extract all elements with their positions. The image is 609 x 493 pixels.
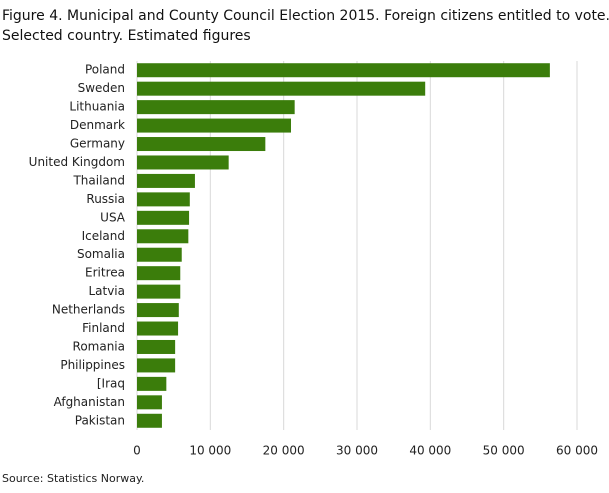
x-tick-label: 0 bbox=[133, 444, 141, 458]
x-tick-label: 40 000 bbox=[409, 444, 451, 458]
y-tick-label: Somalia bbox=[77, 247, 125, 261]
bar bbox=[137, 266, 181, 281]
bar bbox=[137, 284, 181, 299]
bar bbox=[137, 210, 190, 225]
y-tick-label: [Iraq bbox=[97, 376, 125, 390]
x-tick-label: 60 000 bbox=[556, 444, 598, 458]
bar bbox=[137, 137, 266, 152]
bar bbox=[137, 321, 179, 336]
y-tick-label: Lithuania bbox=[69, 100, 125, 114]
bar bbox=[137, 395, 162, 410]
bar bbox=[137, 376, 167, 391]
y-tick-label: Netherlands bbox=[52, 303, 125, 317]
x-tick-label: 10 000 bbox=[189, 444, 231, 458]
y-tick-label: Philippines bbox=[60, 358, 125, 372]
bar bbox=[137, 247, 182, 262]
bar bbox=[137, 413, 162, 428]
chart-title: Selected country. Estimated figures bbox=[2, 28, 251, 44]
y-tick-label: Afghanistan bbox=[54, 395, 125, 409]
y-tick-label: United Kingdom bbox=[29, 155, 125, 169]
y-tick-label: Romania bbox=[73, 339, 125, 353]
y-tick-label: Denmark bbox=[70, 118, 125, 132]
bar bbox=[137, 192, 190, 207]
bar bbox=[137, 100, 295, 115]
x-tick-label: 30 000 bbox=[336, 444, 378, 458]
bar bbox=[137, 155, 229, 170]
bar bbox=[137, 339, 176, 354]
y-tick-label: Germany bbox=[70, 137, 125, 151]
y-tick-label: Iceland bbox=[82, 229, 125, 243]
y-tick-label: Finland bbox=[82, 321, 125, 335]
bar bbox=[137, 229, 189, 244]
y-tick-label: Russia bbox=[86, 192, 125, 206]
y-tick-label: USA bbox=[100, 210, 126, 224]
bar bbox=[137, 81, 426, 96]
y-tick-label: Latvia bbox=[88, 284, 125, 298]
x-tick-label: 50 000 bbox=[483, 444, 525, 458]
bar bbox=[137, 63, 550, 78]
bar bbox=[137, 303, 179, 318]
x-tick-label: 20 000 bbox=[263, 444, 305, 458]
y-tick-label: Poland bbox=[85, 63, 125, 77]
y-tick-label: Eritrea bbox=[85, 266, 125, 280]
y-tick-label: Sweden bbox=[78, 81, 125, 95]
chart-title: Figure 4. Municipal and County Council E… bbox=[2, 8, 609, 24]
y-tick-label: Pakistan bbox=[75, 413, 125, 427]
bar bbox=[137, 173, 195, 188]
y-tick-label: Thailand bbox=[72, 173, 125, 187]
bar bbox=[137, 358, 176, 373]
source: Source: Statistics Norway. bbox=[2, 472, 144, 485]
bar bbox=[137, 118, 291, 133]
